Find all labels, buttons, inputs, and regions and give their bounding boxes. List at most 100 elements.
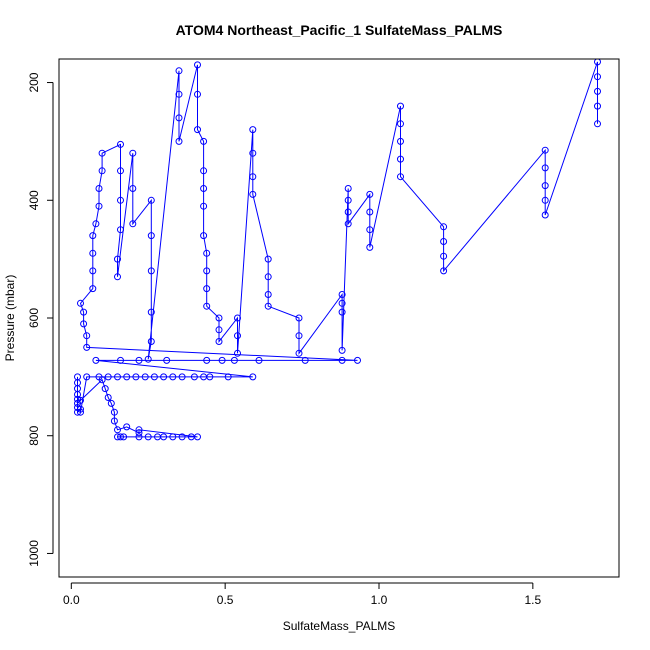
data-point [194,61,201,69]
x-tick-label: 0.0 [63,593,80,607]
data-point [147,308,155,316]
data-point [160,433,168,441]
data-point [80,308,88,316]
data-point [95,185,103,192]
data-point [117,140,124,148]
data-point [169,433,177,441]
data-point [541,164,549,172]
data-point [117,167,124,175]
data-point [397,120,404,128]
data-point [203,249,211,257]
data-point [255,356,263,364]
data-point [541,211,549,219]
data-point [83,373,91,381]
x-axis-label: SulfateMass_PALMS [283,619,396,633]
data-point [354,356,361,364]
data-point [147,338,155,345]
data-point [175,67,183,75]
data-point [203,356,211,364]
data-point [338,291,346,298]
data-point [104,373,112,381]
y-tick-label: 600 [27,308,41,328]
data-point [80,320,88,328]
data-point [203,302,211,310]
data-point [234,314,241,322]
data-point [194,433,201,441]
data-point [77,299,84,307]
data-point [178,433,186,441]
data-point [141,373,149,381]
data-point [295,349,303,357]
data-point [200,137,208,145]
x-tick-label: 0.5 [217,593,234,607]
data-point [101,385,109,393]
data-point [366,190,374,198]
data-point [110,408,118,416]
data-point [129,149,137,157]
data-point [218,356,226,364]
data-point [200,202,208,210]
data-point [95,202,103,210]
data-point [120,433,128,441]
data-point [92,220,100,228]
data-point [89,285,97,293]
data-point [301,356,309,364]
data-point [92,356,100,364]
data-point [440,267,448,275]
data-point [74,373,81,381]
data-point [147,267,155,275]
data-point [249,190,257,198]
data-point [110,417,118,425]
y-axis-label: Pressure (mbar) [3,275,17,362]
plot-frame [58,58,620,578]
data-point [144,355,152,363]
data-point [203,267,211,275]
data-point [344,208,352,216]
data-point [163,356,171,364]
data-point [594,102,601,110]
y-tick-label: 1000 [27,540,41,567]
data-point [249,149,257,157]
data-point [129,220,137,228]
data-point [175,90,183,98]
data-point [89,267,97,275]
data-point [541,196,549,204]
y-tick-label: 400 [27,190,41,210]
data-point [264,273,272,281]
data-point [169,373,177,381]
data-point [200,185,208,192]
data-point [123,423,131,431]
data-point [200,167,208,175]
data-point [114,273,121,281]
data-point [89,232,97,240]
x-tick-label: 1.5 [525,593,542,607]
data-point [295,332,303,340]
data-point [366,208,374,216]
data-point [89,249,97,257]
data-point [338,346,346,354]
data-point [338,308,346,316]
y-tick-label: 800 [27,425,41,445]
data-point [249,173,257,181]
data-point [541,182,549,190]
data-point [178,373,186,381]
data-point [344,196,352,204]
data-point [594,73,601,81]
data-point [249,126,257,134]
data-point [541,146,549,154]
data-point [77,405,84,413]
data-point [264,255,272,263]
chart-title: ATOM4 Northeast_Pacific_1 SulfateMass_PA… [176,22,503,38]
data-point [83,343,91,351]
data-point [215,314,223,322]
data-point [338,299,346,307]
data-point [135,429,143,437]
data-point [440,252,448,260]
data-point [440,223,448,231]
data-point [594,87,601,95]
data-point [74,395,81,403]
x-axis: 0.0 0.5 1.0 1.5 [63,582,542,607]
data-point [144,433,152,441]
data-point [215,326,223,334]
